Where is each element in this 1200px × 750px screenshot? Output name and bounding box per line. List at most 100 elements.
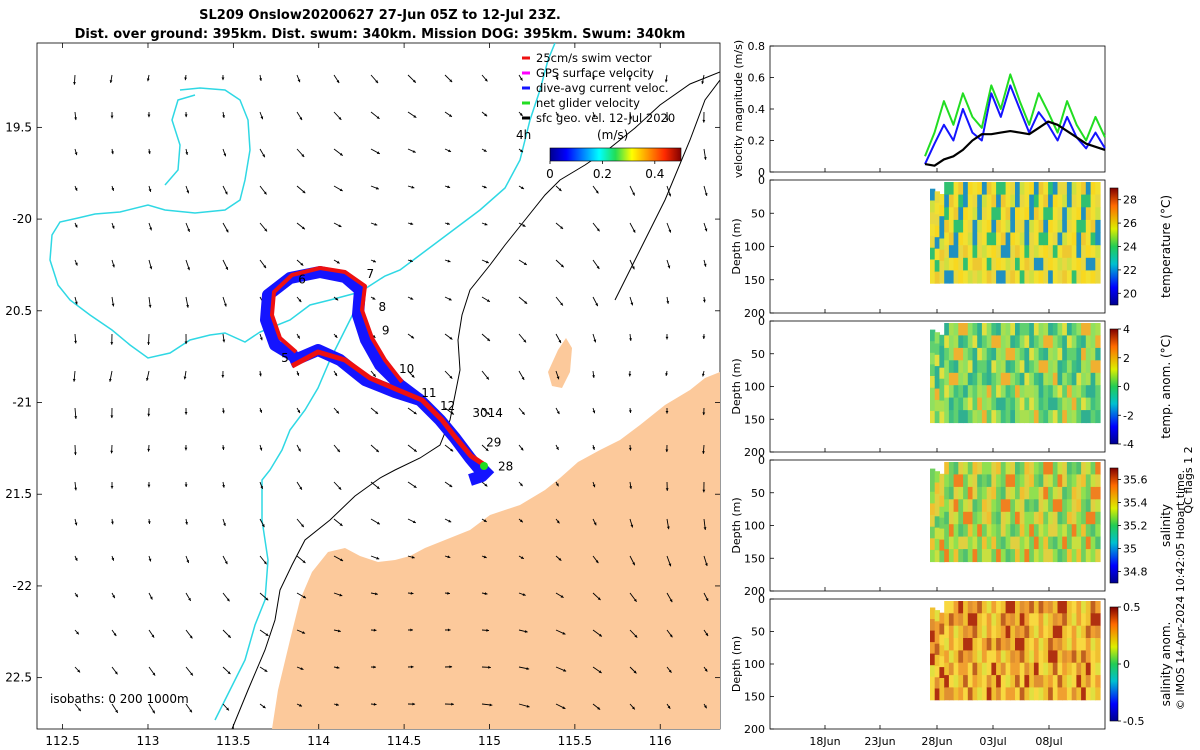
section-cell bbox=[963, 549, 969, 563]
section-cell bbox=[930, 538, 936, 551]
velocity-vector-head bbox=[110, 450, 114, 454]
section-cell bbox=[944, 335, 950, 349]
section-y-tick-label: 200 bbox=[744, 585, 765, 598]
velocity-vector-head bbox=[189, 709, 192, 713]
section-cell bbox=[953, 549, 959, 563]
section-cell bbox=[1052, 270, 1059, 284]
section-cell bbox=[1033, 662, 1040, 676]
velocity-vector-head bbox=[338, 116, 342, 120]
velocity-vector-head bbox=[595, 303, 598, 307]
section-cell bbox=[1090, 549, 1096, 563]
velocity-vector-head bbox=[337, 449, 340, 453]
velocity-y-tick-label: 0 bbox=[758, 166, 765, 179]
section-cell bbox=[1019, 613, 1025, 627]
section-cell bbox=[1085, 194, 1092, 208]
section-cell bbox=[930, 503, 936, 516]
velocity-vector-head bbox=[704, 668, 708, 672]
section-cell bbox=[1033, 625, 1040, 639]
section-cell bbox=[958, 474, 964, 488]
section-cell bbox=[996, 182, 1002, 196]
section-cell bbox=[1085, 511, 1092, 525]
section-cell bbox=[953, 232, 959, 246]
time-tick-label: 28Jun bbox=[921, 735, 952, 748]
section-cell bbox=[1081, 662, 1087, 676]
velocity-vector-head bbox=[632, 229, 636, 233]
section-cell bbox=[958, 347, 964, 361]
velocity-vector-head bbox=[634, 634, 638, 638]
section-cell bbox=[1071, 499, 1077, 513]
section-cell bbox=[981, 323, 988, 336]
section-cell bbox=[1048, 385, 1054, 399]
velocity-vector-head bbox=[483, 555, 487, 559]
section-cell bbox=[1095, 511, 1101, 525]
velocity-vector-head bbox=[593, 339, 597, 343]
section-cell bbox=[1090, 385, 1096, 399]
section-cell bbox=[1005, 323, 1011, 336]
section-cell bbox=[963, 182, 969, 196]
velocity-y-tick-label: 0.4 bbox=[748, 103, 766, 116]
section-cell bbox=[967, 638, 974, 651]
section-cell bbox=[1048, 323, 1054, 336]
velocity-vector-head bbox=[486, 299, 490, 302]
section-cell bbox=[1076, 182, 1082, 196]
section-cell bbox=[1043, 194, 1049, 208]
section-cell bbox=[1057, 613, 1063, 627]
velocity-vector-head bbox=[374, 222, 378, 226]
section-cell bbox=[1052, 245, 1059, 259]
velocity-vector-head bbox=[519, 149, 523, 153]
velocity-vector-head bbox=[187, 267, 190, 271]
map-x-tick-label: 113 bbox=[137, 734, 160, 748]
section-cell bbox=[1090, 360, 1096, 374]
section-cell bbox=[1043, 335, 1049, 349]
section-cell bbox=[1000, 625, 1007, 639]
velocity-vector-head bbox=[74, 340, 77, 344]
section-cell bbox=[996, 524, 1002, 538]
section-cell bbox=[934, 202, 940, 215]
section-cell bbox=[944, 474, 950, 488]
section-cell bbox=[1081, 511, 1087, 525]
cyan-contour-2 bbox=[164, 94, 196, 186]
section-cell bbox=[1062, 675, 1068, 688]
section-cell bbox=[967, 462, 974, 475]
section-cell bbox=[981, 613, 988, 627]
velocity-vector-head bbox=[226, 598, 230, 602]
section-cell bbox=[1057, 499, 1063, 513]
section-cell bbox=[972, 335, 978, 349]
velocity-vector-head bbox=[111, 225, 115, 229]
section-cell bbox=[1048, 687, 1054, 701]
section-cell bbox=[986, 257, 992, 271]
section-colorbar-tick-label: 28 bbox=[1123, 194, 1137, 207]
section-cell bbox=[1024, 410, 1030, 424]
section-colorbar-tick-label: 24 bbox=[1123, 241, 1137, 254]
section-cell bbox=[939, 528, 945, 541]
section-cell bbox=[1066, 638, 1073, 651]
section-cell bbox=[996, 687, 1002, 701]
section-cell bbox=[1057, 638, 1063, 651]
section-cell bbox=[1090, 625, 1096, 639]
section-cell bbox=[1000, 232, 1007, 246]
velocity-vector-head bbox=[597, 706, 601, 710]
section-ylabel: Depth (m) bbox=[730, 636, 743, 692]
section-cell bbox=[996, 650, 1002, 664]
section-cell bbox=[981, 182, 988, 196]
section-cell bbox=[1095, 194, 1101, 208]
section-cell bbox=[991, 360, 997, 374]
section-cell bbox=[1090, 638, 1096, 651]
section-cell bbox=[1057, 194, 1063, 208]
velocity-vector-head bbox=[184, 341, 188, 345]
section-cell bbox=[1076, 335, 1082, 349]
section-cell bbox=[1005, 462, 1011, 475]
section-cell bbox=[1019, 194, 1025, 208]
section-cell bbox=[948, 687, 955, 701]
velocity-vector-head bbox=[222, 115, 226, 118]
section-cell bbox=[1076, 270, 1082, 284]
time-tick-label: 23Jun bbox=[864, 735, 895, 748]
section-colorbar-label: temp. anom. (°C) bbox=[1159, 334, 1173, 438]
velocity-vector-head bbox=[74, 301, 78, 305]
velocity-vector-head bbox=[597, 597, 601, 601]
section-cell bbox=[1010, 257, 1016, 271]
section-y-tick-label: 50 bbox=[751, 626, 765, 639]
section-cell bbox=[996, 549, 1002, 563]
velocity-vector-head bbox=[629, 338, 632, 341]
